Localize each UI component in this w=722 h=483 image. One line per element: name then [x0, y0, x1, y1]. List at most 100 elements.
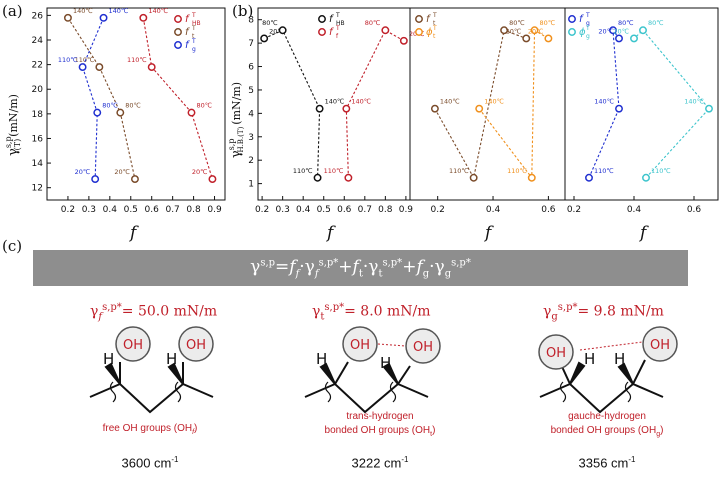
- point-b1-hb-0: [399, 36, 408, 45]
- legend-sub-b3-0: g: [586, 20, 590, 27]
- point-a-t-1: [95, 63, 104, 72]
- y-tick-label-a-3: 18: [32, 110, 44, 120]
- oh-label-5: OH: [546, 346, 566, 361]
- plot-frame-a: [46, 7, 226, 201]
- x-tick-label-b2-1: 0.4: [486, 205, 501, 215]
- h-label-1: H: [103, 350, 114, 368]
- y-tick-label-a-5: 22: [32, 61, 43, 71]
- point-label-b1-f-1: 80℃: [262, 19, 278, 27]
- legend-label-b3-1: ϕ: [579, 27, 586, 38]
- point-a-t-3: [131, 175, 139, 184]
- oh-circle-4: [405, 328, 441, 364]
- series-line-a-t: [67, 17, 136, 180]
- point-a-g-0: [99, 13, 108, 22]
- legend-marker-b3-0: [568, 15, 576, 23]
- point-b1-f-1: [278, 26, 287, 35]
- freq-gauche: 3356 cm-1: [578, 455, 636, 471]
- x-axis-title-a: f: [128, 223, 139, 243]
- point-label-a-hb-0: 140℃: [148, 7, 168, 15]
- point-b3-phi_g-0: [642, 173, 650, 182]
- y-tick-label-b1-7: 8: [248, 16, 254, 26]
- gamma-trans-label: γts,p*= 8.0 mN/m: [312, 302, 431, 323]
- oh-label-1: OH: [123, 338, 143, 353]
- point-a-g-1: [78, 63, 87, 72]
- gamma-gauche-label: γgs,p*= 9.8 mN/m: [543, 302, 664, 323]
- point-b1-hb-1: [381, 26, 390, 35]
- hbond-gauche: [579, 341, 643, 351]
- molecule-trans: [304, 361, 429, 414]
- x-tick-label-a-2: 0.4: [103, 205, 118, 215]
- point-a-g-2: [93, 108, 102, 117]
- x-tick-label-b1-2: 0.4: [296, 205, 311, 215]
- legend-marker-a-2: [174, 41, 182, 49]
- oh-circle-3: [342, 326, 378, 362]
- series-line-a-g: [82, 17, 105, 180]
- point-b2-phi_t-3: [544, 34, 553, 43]
- legend-sub-b1-1: f: [336, 33, 339, 40]
- panel-label-c: (c): [2, 237, 23, 255]
- point-label-b2-phi_t-0: 140℃: [484, 98, 504, 106]
- point-label-b2-phi_t-3: 20℃: [528, 27, 544, 35]
- y-tick-label-b1-5: 6: [248, 63, 254, 73]
- series-line-a-hb: [142, 17, 213, 180]
- y-axis-title-a: γs,p(T)(mN/m): [4, 94, 22, 156]
- series-line-b3-g: [588, 28, 620, 178]
- freq-trans: 3222 cm-1: [351, 455, 409, 471]
- y-tick-label-a-6: 24: [32, 36, 44, 46]
- series-line-b3-phi_g: [633, 29, 710, 179]
- h-label-4: H: [380, 354, 391, 372]
- legend-label-a-0: f: [185, 14, 190, 25]
- x-tick-label-a-6: 0.8: [186, 205, 201, 215]
- point-label-a-hb-1: 110℃: [127, 56, 147, 64]
- legend-marker-a-0: [174, 15, 182, 23]
- point-a-hb-1: [147, 63, 156, 72]
- charts-svg: γs,p(T)(mN/m) γs,pH.B.(T)(mN/m) f f f f …: [4, 7, 719, 243]
- point-b2-t-2: [500, 26, 509, 35]
- point-b3-phi_g-3: [630, 34, 638, 43]
- legend-sup-a-1: T: [191, 25, 196, 32]
- point-label-a-g-1: 110℃: [58, 56, 78, 64]
- h-label-3: H: [316, 350, 327, 368]
- oh-circle-1: [115, 326, 151, 362]
- point-a-hb-3: [208, 175, 217, 184]
- oh-circle-6: [642, 326, 678, 362]
- oh-circle-2: [178, 326, 214, 362]
- point-a-t-0: [63, 13, 72, 22]
- point-b2-phi_t-2: [530, 26, 539, 35]
- legend-sub-b2-1: t: [433, 33, 436, 40]
- oh-label-2: OH: [186, 338, 206, 353]
- x-tick-label-b1-7: 0.9: [399, 205, 414, 215]
- point-label-a-hb-2: 80℃: [196, 102, 212, 110]
- svg-text:γs,p(T)(mN/m): γs,p(T)(mN/m): [4, 94, 22, 156]
- gamma-free-label: γfs,p*= 50.0 mN/m: [90, 302, 218, 323]
- legend-marker-b2-0: [415, 15, 423, 23]
- y-tick-label-a-7: 26: [32, 11, 44, 21]
- point-label-b1-hb-3: 110℃: [324, 167, 344, 175]
- series-line-b1-f: [263, 29, 321, 178]
- point-label-b3-g-1: 140℃: [594, 98, 614, 106]
- point-label-b3-phi_g-0: 110℃: [651, 167, 671, 175]
- point-label-a-t-1: 110℃: [75, 56, 95, 64]
- desc-gauche: gauche-hydrogen bonded OH groups (OHg): [550, 411, 664, 438]
- legend-label-b1-0: f: [329, 14, 334, 25]
- x-tick-label-b1-0: 0.2: [255, 205, 269, 215]
- point-label-b1-hb-2: 140℃: [351, 98, 371, 106]
- point-label-a-g-2: 80℃: [102, 102, 118, 110]
- point-b3-g-2: [609, 26, 617, 35]
- x-axis-title-b3: f: [638, 223, 649, 243]
- point-a-hb-2: [187, 108, 196, 117]
- legend-marker-b3-1: [568, 28, 576, 36]
- point-a-g-3: [91, 175, 100, 184]
- legend-sub-a-0: HB: [192, 20, 201, 27]
- point-b3-g-1: [615, 104, 623, 113]
- x-tick-label-a-3: 0.5: [124, 205, 138, 215]
- y-tick-label-b1-0: 1: [248, 180, 254, 190]
- point-label-a-t-3: 20℃: [114, 168, 130, 176]
- point-b1-f-3: [313, 173, 322, 182]
- point-label-b3-phi_g-1: 140℃: [684, 98, 704, 106]
- point-label-b3-g-0: 110℃: [594, 167, 614, 175]
- legend-label-b2-0: f: [426, 14, 431, 25]
- point-b2-t-0: [430, 104, 439, 113]
- h-label-2: H: [166, 350, 177, 368]
- series-line-b2-t: [434, 29, 527, 180]
